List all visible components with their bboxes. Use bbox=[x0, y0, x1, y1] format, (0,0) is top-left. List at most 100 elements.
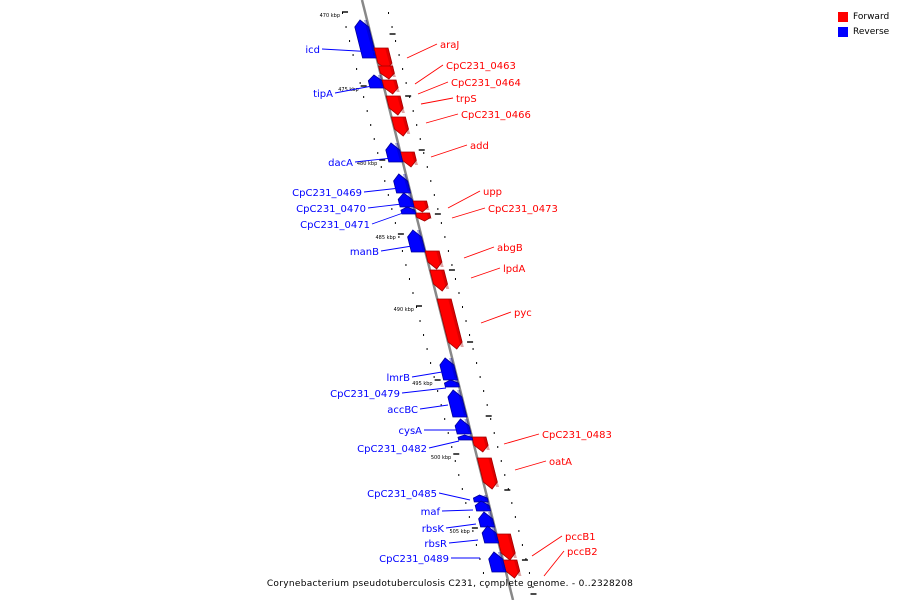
gene-pyc-arrow[interactable] bbox=[436, 298, 463, 350]
gene-pccb2-label[interactable]: pccB2 bbox=[567, 547, 598, 558]
gene-lmrb-shade bbox=[449, 358, 458, 378]
track-dot bbox=[451, 264, 453, 266]
track-dot bbox=[472, 530, 474, 532]
gene-rbsr-arrow[interactable] bbox=[481, 525, 500, 544]
gene-manb-arrow[interactable] bbox=[407, 229, 426, 253]
gene-cpc231-0483-arrow[interactable] bbox=[471, 436, 489, 453]
gene-pyc-shade bbox=[448, 299, 464, 347]
gene-add-leader bbox=[430, 144, 468, 158]
gene-cpc231-0473-arrow[interactable] bbox=[415, 212, 432, 222]
gene-accbc-label[interactable]: accBC bbox=[387, 405, 418, 416]
gene-upp-label[interactable]: upp bbox=[483, 187, 502, 198]
gene-abgb-leader bbox=[463, 246, 495, 259]
track-dot bbox=[380, 166, 382, 168]
gene-cpc231-0463-leader bbox=[414, 64, 444, 85]
gene-cpc231-0479-arrow[interactable] bbox=[443, 379, 460, 388]
gene-cpc231-0471-arrow[interactable] bbox=[400, 206, 417, 215]
gene-lpda-leader bbox=[470, 267, 501, 279]
gene-cpc231-0489-shade bbox=[497, 552, 506, 570]
gene-cpc231-0463-label[interactable]: CpC231_0463 bbox=[446, 61, 516, 72]
gene-pccb1-label[interactable]: pccB1 bbox=[565, 532, 596, 543]
track-dot bbox=[405, 264, 407, 266]
gene-tipa-label[interactable]: tipA bbox=[313, 89, 333, 100]
gene-cpc231-0473-shade bbox=[426, 213, 432, 219]
track-dot bbox=[532, 586, 534, 588]
track-dot bbox=[444, 418, 446, 420]
gene-cpc231-0464-arrow[interactable] bbox=[381, 79, 399, 95]
gene-lpda-label[interactable]: lpdA bbox=[503, 264, 525, 275]
gene-cpc231-0483-label[interactable]: CpC231_0483 bbox=[542, 430, 612, 441]
gene-cpc231-0482-label[interactable]: CpC231_0482 bbox=[357, 444, 427, 455]
gene-rbsk-shade bbox=[487, 512, 495, 525]
gene-tipa-arrow[interactable] bbox=[367, 74, 385, 89]
gene-maf-label[interactable]: maf bbox=[421, 507, 441, 518]
gene-oata-arrow[interactable] bbox=[476, 457, 498, 490]
track-dot bbox=[525, 558, 527, 560]
track-dot bbox=[440, 404, 442, 406]
track-dot bbox=[391, 26, 393, 28]
gene-trps-arrow[interactable] bbox=[385, 95, 404, 116]
track-dot bbox=[409, 96, 411, 98]
gene-oata-label[interactable]: oatA bbox=[549, 457, 572, 468]
gene-add-label[interactable]: add bbox=[470, 141, 489, 152]
track-dot bbox=[500, 460, 502, 462]
track-dot bbox=[426, 348, 428, 350]
gene-cpc231-0482-leader bbox=[428, 440, 460, 449]
track-dot bbox=[514, 516, 516, 518]
gene-abgb-label[interactable]: abgB bbox=[497, 243, 523, 254]
gene-cpc231-0489-label[interactable]: CpC231_0489 bbox=[379, 554, 449, 565]
track-dot bbox=[433, 194, 435, 196]
gene-cpc231-0469-label[interactable]: CpC231_0469 bbox=[292, 188, 362, 199]
track-dot bbox=[416, 124, 418, 126]
gene-accbc-arrow[interactable] bbox=[447, 389, 468, 418]
gene-icd-label[interactable]: icd bbox=[305, 45, 320, 56]
gene-araj-leader bbox=[406, 43, 438, 59]
gene-cpc231-0466-label[interactable]: CpC231_0466 bbox=[461, 110, 531, 121]
gene-cpc231-0463-arrow[interactable] bbox=[378, 65, 395, 80]
gene-cpc231-0466-arrow[interactable] bbox=[390, 116, 409, 137]
reverse-swatch bbox=[838, 26, 848, 37]
gene-cpc231-0485-leader bbox=[438, 492, 471, 501]
gene-icd-arrow[interactable] bbox=[354, 19, 378, 59]
gene-manb-label[interactable]: manB bbox=[350, 247, 379, 258]
gene-lmrb-label[interactable]: lmrB bbox=[387, 373, 411, 384]
gene-cpc231-0464-label[interactable]: CpC231_0464 bbox=[451, 78, 521, 89]
gene-cpc231-0489-arrow[interactable] bbox=[488, 551, 507, 573]
gene-cpc231-0470-label[interactable]: CpC231_0470 bbox=[296, 204, 366, 215]
gene-manb-leader bbox=[380, 245, 413, 252]
backbone-dots bbox=[342, 12, 534, 588]
gene-trps-label[interactable]: trpS bbox=[456, 94, 477, 105]
gene-daca-arrow[interactable] bbox=[385, 142, 404, 163]
track-dot bbox=[504, 474, 506, 476]
gene-pccb1-arrow[interactable] bbox=[495, 533, 516, 561]
legend-label-reverse: Reverse bbox=[853, 26, 890, 37]
track-dot bbox=[419, 138, 421, 140]
gene-araj-label[interactable]: araJ bbox=[440, 40, 459, 51]
gene-rbsr-label[interactable]: rbsR bbox=[424, 539, 447, 550]
gene-lpda-arrow[interactable] bbox=[429, 269, 448, 292]
track-dot bbox=[363, 96, 365, 98]
gene-cpc231-0482-arrow[interactable] bbox=[457, 434, 474, 441]
gene-cpc231-0471-label[interactable]: CpC231_0471 bbox=[300, 220, 370, 231]
gene-cysa-arrow[interactable] bbox=[454, 418, 472, 435]
gene-rbsk-label[interactable]: rbsK bbox=[422, 524, 445, 535]
track-dot bbox=[451, 446, 453, 448]
track-dot bbox=[521, 544, 523, 546]
gene-cpc231-0479-label[interactable]: CpC231_0479 bbox=[330, 389, 400, 400]
track-dot bbox=[479, 558, 481, 560]
gene-daca-label[interactable]: dacA bbox=[328, 158, 353, 169]
gene-cysa-label[interactable]: cysA bbox=[399, 426, 423, 437]
gene-cpc231-0479-leader bbox=[401, 387, 447, 394]
gene-cpc231-0485-label[interactable]: CpC231_0485 bbox=[367, 489, 437, 500]
gene-lpda-shade bbox=[440, 270, 450, 289]
gene-pyc-label[interactable]: pyc bbox=[514, 308, 532, 319]
gene-cpc231-0466-leader bbox=[425, 113, 459, 124]
track-dot bbox=[462, 306, 464, 308]
gene-pccb2-shade bbox=[513, 560, 522, 576]
gene-abgb-arrow[interactable] bbox=[424, 250, 443, 270]
gene-rbsk-leader bbox=[445, 523, 477, 529]
gene-maf-arrow[interactable] bbox=[474, 500, 492, 512]
gene-trps-leader bbox=[420, 97, 454, 105]
gene-cpc231-0473-label[interactable]: CpC231_0473 bbox=[488, 204, 558, 215]
gene-daca-leader bbox=[354, 157, 393, 163]
